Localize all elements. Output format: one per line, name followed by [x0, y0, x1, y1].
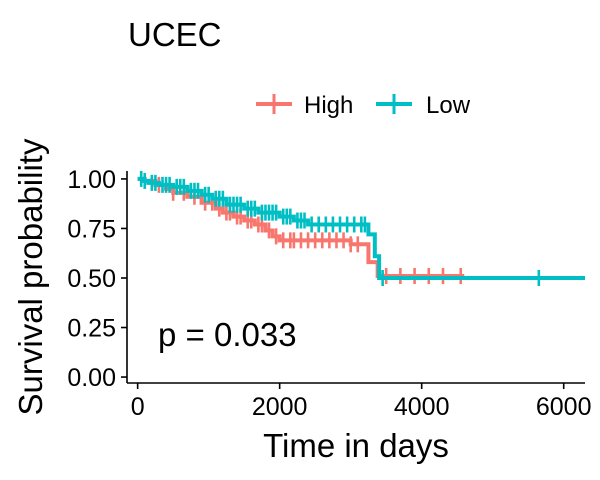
x-tick-label: 0 [131, 393, 145, 421]
y-tick-label: 0.00 [67, 364, 116, 392]
chart-title: UCEC [128, 16, 222, 53]
legend-label-high: High [304, 92, 353, 119]
y-tick-label: 0.25 [67, 315, 116, 343]
legend-label-low: Low [426, 92, 471, 119]
x-tick-label: 6000 [536, 393, 592, 421]
y-tick-label: 0.50 [67, 265, 116, 293]
y-axis-label: Survival probability [12, 138, 49, 415]
y-tick-label: 0.75 [67, 215, 116, 243]
x-tick-label: 2000 [252, 393, 308, 421]
x-tick-label: 4000 [394, 393, 450, 421]
y-axis-ticks: 0.00 0.25 0.50 0.75 1.00 [67, 166, 127, 392]
p-value-annotation: p = 0.033 [158, 316, 297, 353]
y-tick-label: 1.00 [67, 166, 116, 194]
legend-item-high: High [256, 92, 353, 119]
survival-curve-low [137, 176, 585, 280]
x-axis-ticks: 0 2000 4000 6000 [131, 383, 592, 421]
plot-area [137, 170, 585, 286]
legend: High Low [256, 92, 471, 119]
x-axis-label: Time in days [263, 427, 449, 464]
legend-item-low: Low [376, 92, 471, 119]
